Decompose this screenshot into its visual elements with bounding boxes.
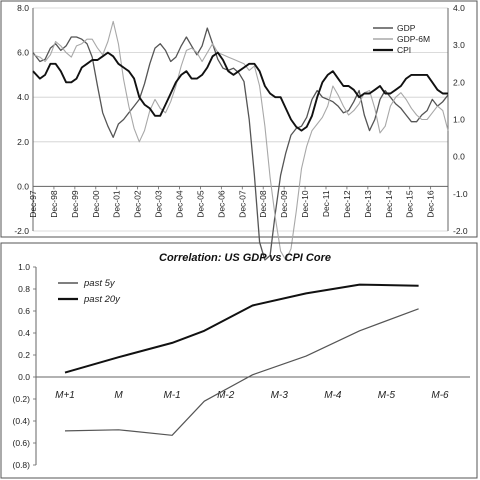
chart2-series-line-past-20y xyxy=(64,283,419,374)
chart2-y-tick: 1.0 xyxy=(18,262,30,272)
chart1-y-right-tick: 2.0 xyxy=(453,77,465,87)
chart2-title: Correlation: US GDP vs CPI Core xyxy=(159,252,331,264)
chart1-x-tick: Dec-14 xyxy=(384,190,394,218)
chart1-x-tick: Dec-99 xyxy=(70,190,80,218)
chart1-y-right-tick: 3.0 xyxy=(453,40,465,50)
chart2-y-tick: 0.6 xyxy=(18,306,30,316)
chart2-frame xyxy=(0,242,478,479)
chart2-legend-label: past 20y xyxy=(83,294,121,305)
chart1-x-tick: Dec-08 xyxy=(258,190,268,218)
chart1-x-tick: Dec-11 xyxy=(321,190,331,217)
chart2-y-tick: (0.4) xyxy=(13,416,31,426)
chart1-y-right-tick: -2.0 xyxy=(453,226,468,236)
chart1-x-tick: Dec-02 xyxy=(133,190,143,218)
chart2-legend-label: past 5y xyxy=(83,278,116,289)
chart2-x-category: M-3 xyxy=(271,390,289,401)
chart1-y-left-tick: 0.0 xyxy=(17,181,29,191)
chart1-x-tick: Dec-16 xyxy=(426,190,436,218)
chart2-x-category: M-2 xyxy=(217,390,235,401)
chart1-x-tick: Dec-00 xyxy=(91,190,101,218)
chart1-x-tick: Dec-09 xyxy=(279,190,289,218)
chart1-legend-label: GDP xyxy=(397,23,416,33)
chart1-y-left-tick: 8.0 xyxy=(17,3,29,13)
chart1-x-tick: Dec-13 xyxy=(363,190,373,218)
chart2-x-category: M-6 xyxy=(431,390,449,401)
chart1-y-right-tick: 1.0 xyxy=(453,115,465,125)
chart1-x-tick: Dec-12 xyxy=(342,190,352,218)
chart2-x-category: M-1 xyxy=(164,390,181,401)
chart1-x-tick: Dec-98 xyxy=(49,190,59,218)
chart1-x-tick: Dec-07 xyxy=(237,190,247,218)
chart2-y-tick: 0.0 xyxy=(18,372,30,382)
chart2-y-tick: (0.2) xyxy=(13,394,31,404)
chart2-y-tick: 0.4 xyxy=(18,328,30,338)
chart1-legend-label: CPI xyxy=(397,45,411,55)
chart1-x-tick: Dec-05 xyxy=(195,190,205,218)
chart1-y-left-tick: -2.0 xyxy=(14,226,29,236)
chart2-x-category: M-4 xyxy=(324,390,342,401)
chart1-y-left-tick: 6.0 xyxy=(17,48,29,58)
chart1-x-tick: Dec-15 xyxy=(405,190,415,218)
chart1-y-left-tick: 4.0 xyxy=(17,92,29,102)
chart1-series-line-gdp xyxy=(32,27,449,261)
chart1-frame xyxy=(0,0,478,238)
chart1-series-line-gdp-6m xyxy=(32,20,449,261)
chart2-x-category: M xyxy=(114,390,123,401)
chart2-y-tick: (0.6) xyxy=(13,438,31,448)
chart2-y-tick: 0.2 xyxy=(18,350,30,360)
chart2-x-category: M+1 xyxy=(55,390,75,401)
chart1-y-right-tick: 0.0 xyxy=(453,152,465,162)
chart1-x-tick: Dec-01 xyxy=(112,190,122,218)
chart1-x-tick: Dec-06 xyxy=(216,190,226,218)
chart2-x-category: M-5 xyxy=(378,390,396,401)
chart1-y-left-tick: 2.0 xyxy=(17,137,29,147)
chart1-series-line-cpi xyxy=(32,51,448,132)
chart1-y-right-tick: 4.0 xyxy=(453,3,465,13)
chart2-series-line-past-5y xyxy=(64,308,419,436)
chart2-y-tick: 0.8 xyxy=(18,284,30,294)
chart1-legend-label: GDP-6M xyxy=(397,34,430,44)
chart2-y-tick: (0.8) xyxy=(13,460,31,470)
chart1-x-tick: Dec-10 xyxy=(300,190,310,218)
chart1-x-tick: Dec-97 xyxy=(28,190,38,218)
chart1-y-right-tick: -1.0 xyxy=(453,189,468,199)
chart1-x-tick: Dec-04 xyxy=(174,190,184,218)
chart1-x-tick: Dec-03 xyxy=(154,190,164,218)
